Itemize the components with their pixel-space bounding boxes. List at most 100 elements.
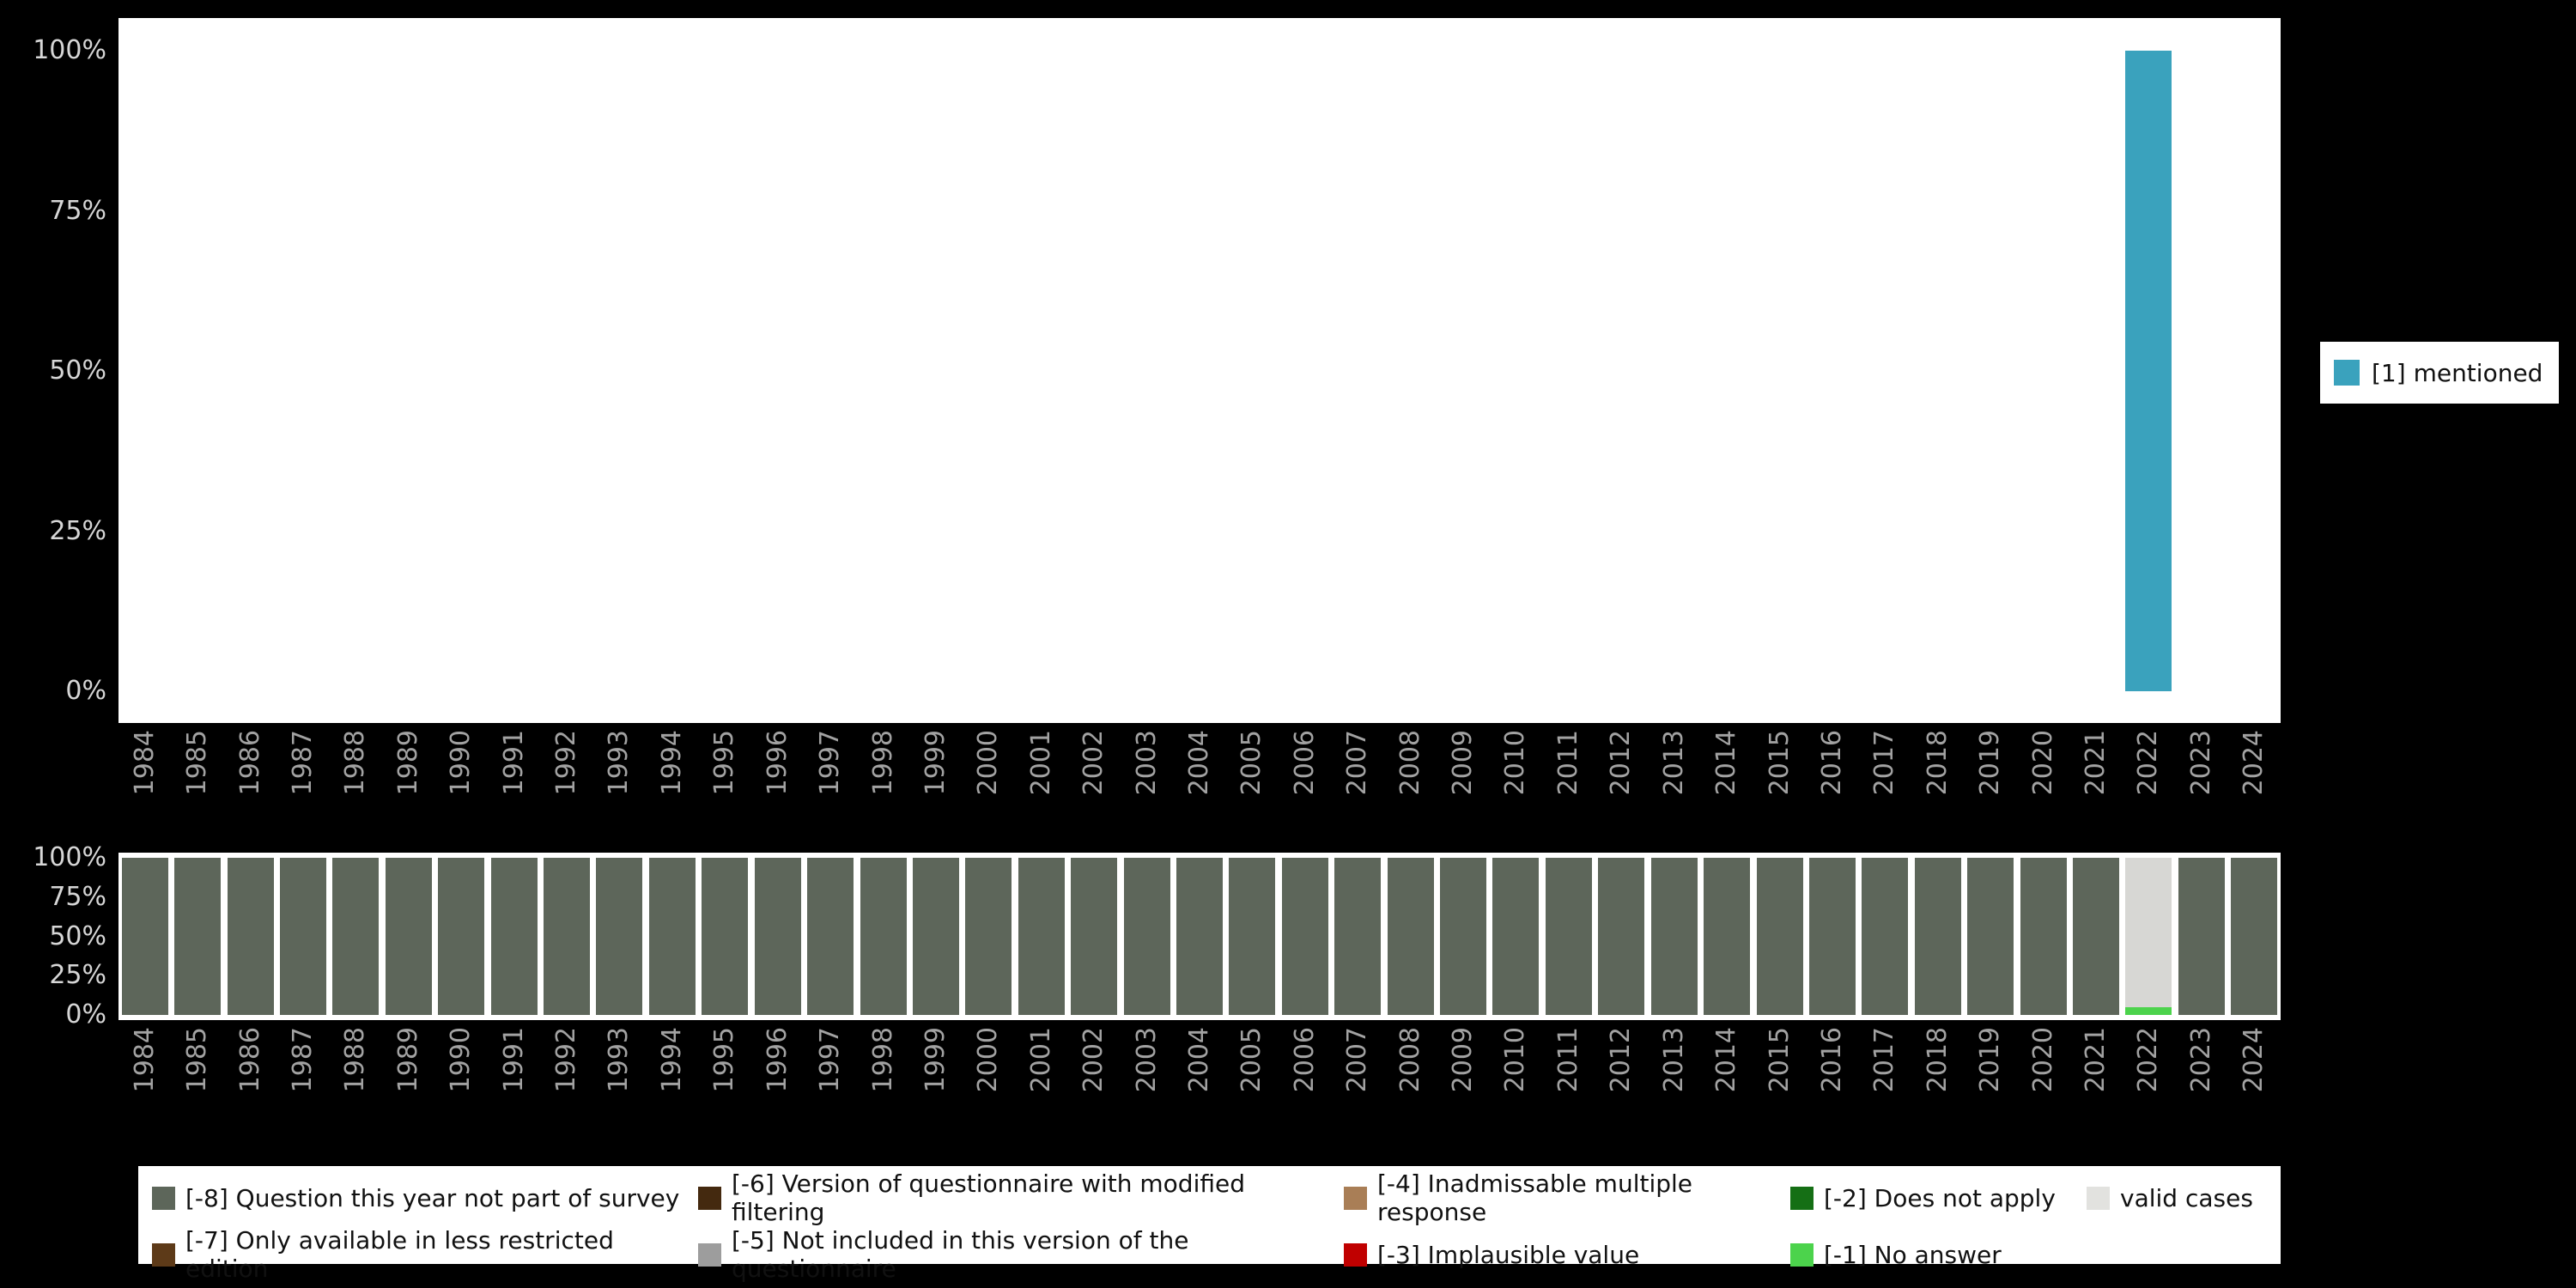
x-axis-label-2021: 2021 [2081, 730, 2111, 796]
y-axis-tick-label-bottom: 50% [49, 920, 106, 951]
bar-2024[interactable] [2231, 858, 2278, 1015]
bar-2022[interactable] [2125, 858, 2172, 1007]
bar-2006[interactable] [1281, 858, 1328, 1015]
bar-1995[interactable] [702, 858, 749, 1015]
bar-1985[interactable] [174, 858, 222, 1015]
x-axis-label-2022: 2022 [2133, 1027, 2164, 1093]
legend-swatch [1344, 1186, 1367, 1210]
x-axis-label-1988: 1988 [340, 1027, 371, 1093]
x-axis-label-2015: 2015 [1764, 1027, 1795, 1093]
bar-1993[interactable] [596, 858, 643, 1015]
top-chart-plot-area [118, 18, 2281, 723]
legend-item[interactable]: [-2] Does not apply [1790, 1184, 2087, 1212]
x-axis-label-1991: 1991 [498, 1027, 529, 1093]
bar-2023[interactable] [2178, 858, 2225, 1015]
bar-2014[interactable] [1704, 858, 1751, 1015]
bar-2008[interactable] [1387, 858, 1434, 1015]
x-axis-label-2005: 2005 [1236, 1027, 1267, 1093]
x-axis-label-1986: 1986 [234, 730, 265, 796]
x-axis-label-1997: 1997 [815, 1027, 846, 1093]
legend-item[interactable]: [-7] Only available in less restricted e… [152, 1226, 698, 1283]
bar-2001[interactable] [1018, 858, 1065, 1015]
bar-1990[interactable] [438, 858, 485, 1015]
bar-2012[interactable] [1598, 858, 1645, 1015]
legend-swatch [2087, 1186, 2110, 1210]
x-axis-label-1998: 1998 [867, 1027, 898, 1093]
x-axis-label-2012: 2012 [1606, 730, 1637, 796]
bar-2020[interactable] [2020, 858, 2067, 1015]
bar-2002[interactable] [1071, 858, 1118, 1015]
bar-1991[interactable] [490, 858, 538, 1015]
bar-1999[interactable] [912, 858, 959, 1015]
bar-2007[interactable] [1334, 858, 1382, 1015]
bar-1988[interactable] [332, 858, 380, 1015]
legend-label: valid cases [2120, 1183, 2253, 1212]
x-axis-label-1995: 1995 [709, 1027, 740, 1093]
x-axis-label-1986: 1986 [234, 1027, 265, 1093]
bar-2003[interactable] [1123, 858, 1170, 1015]
x-axis-label-2024: 2024 [2239, 1027, 2269, 1093]
bar-1997[interactable] [807, 858, 854, 1015]
y-axis-tick-label-bottom: 100% [33, 842, 106, 872]
bar-2010[interactable] [1492, 858, 1540, 1015]
legend-item[interactable]: [-8] Question this year not part of surv… [152, 1184, 698, 1212]
bar-2009[interactable] [1440, 858, 1487, 1015]
legend-item[interactable]: [-4] Inadmissable multiple response [1344, 1170, 1790, 1226]
bar-2019[interactable] [1967, 858, 2014, 1015]
x-axis-label-2010: 2010 [1500, 1027, 1531, 1093]
bar-1992[interactable] [544, 858, 591, 1015]
bar-2015[interactable] [1756, 858, 1803, 1015]
bar-1989[interactable] [385, 858, 432, 1015]
bar-2011[interactable] [1545, 858, 1592, 1015]
bar-1996[interactable] [754, 858, 801, 1015]
x-axis-label-2015: 2015 [1764, 730, 1795, 796]
x-axis-label-2008: 2008 [1394, 730, 1425, 796]
bar-1998[interactable] [860, 858, 907, 1015]
y-axis-tick-label-top: 25% [49, 515, 106, 546]
bar-2005[interactable] [1229, 858, 1276, 1015]
bar-2022[interactable] [2125, 51, 2172, 691]
legend-item[interactable]: [-6] Version of questionnaire with modif… [698, 1170, 1344, 1226]
legend-item[interactable]: [-1] No answer [1790, 1241, 2087, 1269]
x-axis-label-1994: 1994 [656, 1027, 687, 1093]
x-axis-label-1984: 1984 [129, 730, 160, 796]
legend-item[interactable]: valid cases [2087, 1184, 2281, 1212]
x-axis-label-1991: 1991 [498, 730, 529, 796]
x-axis-label-2000: 2000 [973, 1027, 1004, 1093]
x-axis-label-1987: 1987 [287, 1027, 318, 1093]
bar-2000[interactable] [965, 858, 1012, 1015]
legend-label: [-3] Implausible value [1377, 1240, 1640, 1269]
bar-2004[interactable] [1176, 858, 1223, 1015]
x-axis-label-1985: 1985 [182, 1027, 213, 1093]
legend-swatch [152, 1186, 175, 1210]
x-axis-label-2018: 2018 [1922, 1027, 1953, 1093]
x-axis-label-1993: 1993 [604, 730, 635, 796]
legend-item[interactable]: [-3] Implausible value [1344, 1241, 1790, 1269]
bar-2022[interactable] [2125, 1006, 2172, 1015]
x-axis-label-2002: 2002 [1078, 730, 1109, 796]
x-axis-label-2004: 2004 [1184, 730, 1214, 796]
bar-1987[interactable] [279, 858, 326, 1015]
bar-1984[interactable] [121, 858, 168, 1015]
x-axis-label-1985: 1985 [182, 730, 213, 796]
top-chart-legend[interactable]: [1] mentioned [2320, 342, 2559, 404]
bar-2013[interactable] [1650, 858, 1698, 1015]
legend-item[interactable]: [-5] Not included in this version of the… [698, 1226, 1344, 1283]
x-axis-label-2023: 2023 [2185, 1027, 2216, 1093]
legend-label: [-8] Question this year not part of surv… [185, 1183, 680, 1212]
x-axis-label-2023: 2023 [2185, 730, 2216, 796]
bar-1986[interactable] [227, 858, 274, 1015]
bar-2021[interactable] [2073, 858, 2120, 1015]
legend-swatch [1790, 1242, 1814, 1267]
bar-2017[interactable] [1862, 858, 1909, 1015]
x-axis-label-1988: 1988 [340, 730, 371, 796]
x-axis-label-1999: 1999 [920, 1027, 951, 1093]
x-axis-label-2006: 2006 [1289, 730, 1320, 796]
x-axis-label-2018: 2018 [1922, 730, 1953, 796]
bar-2018[interactable] [1914, 858, 1961, 1015]
bar-2016[interactable] [1808, 858, 1856, 1015]
x-axis-label-1989: 1989 [392, 730, 423, 796]
bar-1994[interactable] [648, 858, 696, 1015]
x-axis-label-1992: 1992 [551, 1027, 582, 1093]
